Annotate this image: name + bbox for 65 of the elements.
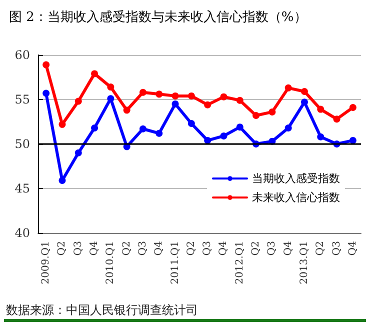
point (300, 88, 308, 95)
legend-label: 未来收入信心指数 (252, 191, 340, 204)
point (156, 90, 163, 98)
y-tick-label: 60 (14, 48, 30, 62)
point (42, 90, 50, 97)
x-tick-label: Q3 (331, 241, 342, 256)
x-tick-label: Q3 (266, 241, 278, 256)
x-tick-label: Q4 (347, 241, 358, 256)
x-tick-label: Q2 (315, 241, 326, 256)
x-tick-label: 2011.Q1 (170, 241, 181, 284)
point (317, 106, 324, 113)
point (300, 98, 308, 106)
point (156, 130, 163, 137)
point (74, 98, 82, 105)
point (349, 136, 356, 144)
point (204, 136, 212, 144)
point (349, 104, 356, 112)
x-tick-label: 2013.Q1 (298, 241, 310, 284)
point (333, 116, 340, 123)
point (284, 84, 292, 92)
point (220, 132, 228, 140)
x-tick-label: Q4 (154, 241, 165, 256)
point (139, 125, 146, 132)
source-note: 数据来源：中国人民银行调查统计司 (6, 303, 198, 317)
legend-label: 当期收入感受指数 (252, 172, 340, 185)
x-tick-label: Q3 (137, 241, 148, 256)
x-tick-label: 2009.Q1 (40, 241, 52, 284)
point (58, 120, 66, 128)
point (139, 88, 146, 96)
point (188, 120, 195, 128)
x-tick-label: Q2 (186, 241, 197, 256)
y-tick-label: 45 (14, 182, 30, 196)
x-tick-label: Q3 (202, 241, 214, 256)
point (236, 124, 244, 131)
x-tick-label: Q2 (250, 241, 262, 256)
x-tick-label: Q4 (282, 241, 294, 256)
x-tick-label: Q3 (72, 241, 84, 256)
point (252, 112, 260, 120)
chart-title: 图 2：当期收入感受指数与未来收入信心指数（%） (9, 9, 307, 25)
y-tick-label: 40 (14, 226, 30, 240)
point (220, 93, 228, 100)
x-tick-label: Q2 (121, 241, 132, 256)
x-tick-label: 2010.Q1 (105, 241, 116, 284)
point (284, 124, 292, 132)
point (236, 96, 244, 104)
point (268, 108, 276, 116)
point (74, 149, 82, 156)
x-tick-label: Q4 (89, 241, 100, 256)
x-tick-label: Q4 (218, 241, 230, 256)
x-tick-label: 2012.Q1 (234, 241, 246, 284)
point (107, 84, 114, 91)
point (91, 70, 98, 78)
point (42, 61, 50, 68)
point (188, 92, 195, 100)
point (91, 124, 98, 132)
point (317, 133, 324, 140)
point (172, 92, 179, 100)
point (204, 101, 212, 108)
point (107, 95, 114, 102)
y-tick-label: 50 (14, 137, 30, 151)
point (172, 100, 179, 108)
x-tick-label: Q2 (56, 241, 68, 256)
point (58, 176, 66, 184)
y-tick-label: 55 (14, 92, 30, 106)
point (123, 106, 130, 114)
